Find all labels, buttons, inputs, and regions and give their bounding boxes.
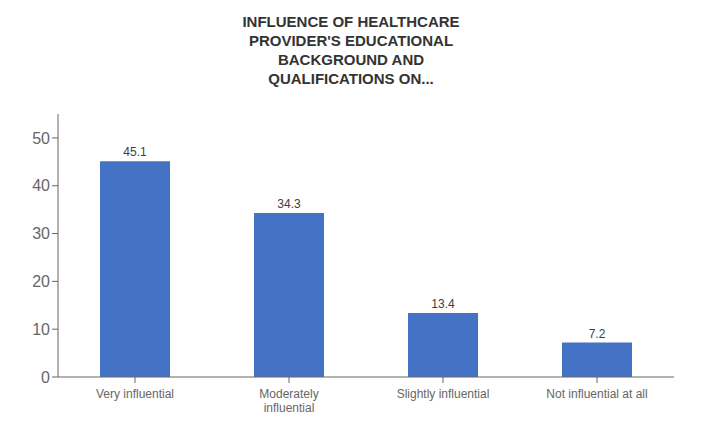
svg-text:Moderatelyinfluential: Moderatelyinfluential <box>259 387 318 415</box>
html-text:BACKGROUND AND: BACKGROUND AND <box>277 51 424 68</box>
svg-text:0: 0 <box>41 369 50 386</box>
svg-text:13.4: 13.4 <box>431 297 455 311</box>
html-text:QUALIFICATIONS ON...: QUALIFICATIONS ON... <box>268 70 434 87</box>
svg-text:Not influential at all: Not influential at all <box>546 387 647 401</box>
svg-text:50: 50 <box>32 130 50 147</box>
svg-text:20: 20 <box>32 273 50 290</box>
svg-text:Slightly influential: Slightly influential <box>397 387 490 401</box>
svg-text:34.3: 34.3 <box>277 197 301 211</box>
svg-text:10: 10 <box>32 321 50 338</box>
svg-text:45.1: 45.1 <box>123 145 147 159</box>
html-text:PROVIDER'S EDUCATIONAL: PROVIDER'S EDUCATIONAL <box>248 32 454 49</box>
svg-text:Very influential: Very influential <box>96 387 174 401</box>
html-text:INFLUENCE OF HEALTHCARE: INFLUENCE OF HEALTHCARE <box>242 13 460 30</box>
svg-text:7.2: 7.2 <box>589 327 606 341</box>
svg-text:40: 40 <box>32 177 50 194</box>
svg-text:30: 30 <box>32 225 50 242</box>
